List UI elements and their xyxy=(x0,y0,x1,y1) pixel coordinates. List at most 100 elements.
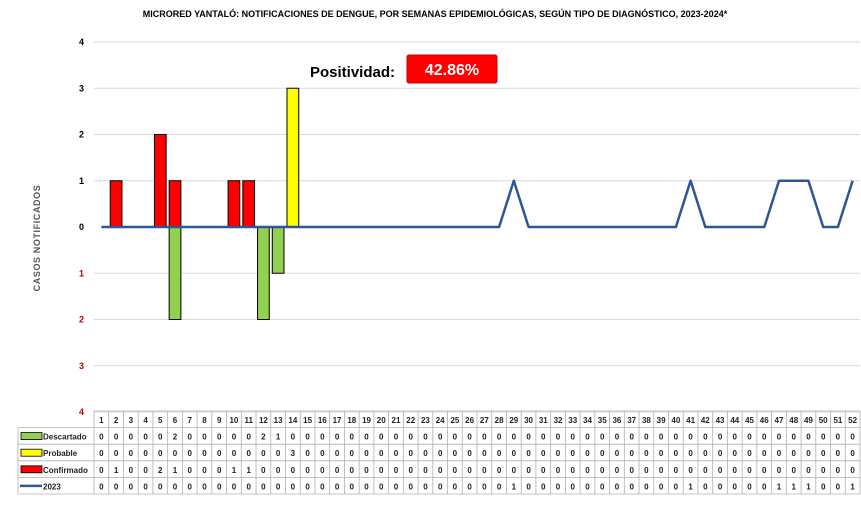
table-cell: 1 xyxy=(688,482,693,491)
week-header: 42 xyxy=(701,416,710,425)
table-cell: 0 xyxy=(99,482,104,491)
week-header: 45 xyxy=(745,416,754,425)
week-header: 51 xyxy=(833,416,842,425)
table-cell: 0 xyxy=(217,449,222,458)
y-tick-label: 2 xyxy=(79,130,84,140)
table-cell: 0 xyxy=(512,449,517,458)
table-cell: 0 xyxy=(143,433,148,442)
bar-confirmado-week-10 xyxy=(227,180,241,228)
series-name: Descartado xyxy=(43,433,87,442)
table-cell: 0 xyxy=(644,466,649,475)
table-cell: 0 xyxy=(571,449,576,458)
table-cell: 0 xyxy=(246,482,251,491)
table-cell: 0 xyxy=(512,466,517,475)
table-cell: 0 xyxy=(408,482,413,491)
table-cell: 0 xyxy=(747,482,752,491)
week-header: 20 xyxy=(377,416,386,425)
table-cell: 0 xyxy=(733,433,738,442)
table-cell: 0 xyxy=(571,482,576,491)
table-cell: 0 xyxy=(188,433,193,442)
bar-descartado-week-6 xyxy=(168,226,182,320)
table-cell: 0 xyxy=(423,449,428,458)
table-cell: 0 xyxy=(674,433,679,442)
table-cell: 0 xyxy=(541,466,546,475)
week-header: 40 xyxy=(671,416,680,425)
table-cell: 0 xyxy=(600,482,605,491)
table-cell: 0 xyxy=(467,482,472,491)
table-cell: 0 xyxy=(850,433,855,442)
table-cell: 0 xyxy=(232,433,237,442)
table-cell: 0 xyxy=(467,449,472,458)
table-cell: 0 xyxy=(188,466,193,475)
table-cell: 0 xyxy=(806,433,811,442)
table-cell: 0 xyxy=(408,466,413,475)
week-header: 41 xyxy=(686,416,695,425)
table-cell: 0 xyxy=(423,433,428,442)
table-cell: 0 xyxy=(335,466,340,475)
week-header: 46 xyxy=(760,416,769,425)
week-header: 25 xyxy=(450,416,459,425)
table-cell: 0 xyxy=(350,466,355,475)
table-cell: 0 xyxy=(379,482,384,491)
table-cell: 0 xyxy=(246,449,251,458)
table-cell: 0 xyxy=(733,466,738,475)
table-cell: 0 xyxy=(629,466,634,475)
table-cell: 0 xyxy=(850,449,855,458)
table-cell: 0 xyxy=(556,449,561,458)
table-cell: 0 xyxy=(350,482,355,491)
week-header: 29 xyxy=(509,416,518,425)
table-cell: 0 xyxy=(806,466,811,475)
y-tick-label: 1 xyxy=(79,176,84,186)
table-cell: 0 xyxy=(674,482,679,491)
week-header: 1 xyxy=(99,416,104,425)
week-header: 2 xyxy=(114,416,119,425)
table-cell: 0 xyxy=(129,433,134,442)
table-cell: 0 xyxy=(173,449,178,458)
week-header: 22 xyxy=(406,416,415,425)
table-cell: 0 xyxy=(143,466,148,475)
table-cell: 0 xyxy=(526,449,531,458)
table-cell: 0 xyxy=(291,466,296,475)
y-tick-label: 3 xyxy=(79,83,84,93)
table-cell: 0 xyxy=(364,482,369,491)
table-cell: 1 xyxy=(173,466,178,475)
table-cell: 0 xyxy=(571,466,576,475)
week-header: 7 xyxy=(188,416,193,425)
table-cell: 0 xyxy=(659,482,664,491)
week-header: 47 xyxy=(775,416,784,425)
table-cell: 0 xyxy=(99,449,104,458)
table-cell: 0 xyxy=(232,449,237,458)
table-cell: 0 xyxy=(261,482,266,491)
table-cell: 0 xyxy=(585,449,590,458)
data-table: 1 2 3 4 5 6 7 8 9 10 11 12 13 14 15 16 17 18 19 20 21 22 23 24 2… xyxy=(17,410,861,495)
table-cell: 0 xyxy=(453,482,458,491)
table-cell: 0 xyxy=(762,482,767,491)
table-cell: 0 xyxy=(600,466,605,475)
table-cell: 0 xyxy=(644,433,649,442)
table-cell: 0 xyxy=(629,482,634,491)
table-cell: 0 xyxy=(364,449,369,458)
table-cell: 0 xyxy=(600,449,605,458)
table-cell: 0 xyxy=(129,482,134,491)
table-cell: 0 xyxy=(261,466,266,475)
table-cell: 0 xyxy=(703,466,708,475)
table-cell: 0 xyxy=(173,482,178,491)
table-cell: 0 xyxy=(467,466,472,475)
table-cell: 0 xyxy=(335,449,340,458)
week-header: 50 xyxy=(819,416,828,425)
table-cell: 0 xyxy=(836,449,841,458)
bars xyxy=(109,87,300,320)
table-cell: 0 xyxy=(777,466,782,475)
table-cell: 0 xyxy=(497,482,502,491)
table-cell: 0 xyxy=(188,449,193,458)
week-header: 6 xyxy=(173,416,178,425)
table-cell: 0 xyxy=(747,466,752,475)
table-cell: 0 xyxy=(821,433,826,442)
y-tick-label: 1 xyxy=(79,268,84,278)
table-cell: 0 xyxy=(526,433,531,442)
table-cell: 1 xyxy=(114,466,119,475)
table-cell: 0 xyxy=(143,482,148,491)
table-cell: 0 xyxy=(335,433,340,442)
table-cell: 0 xyxy=(762,449,767,458)
table-cell: 0 xyxy=(556,482,561,491)
